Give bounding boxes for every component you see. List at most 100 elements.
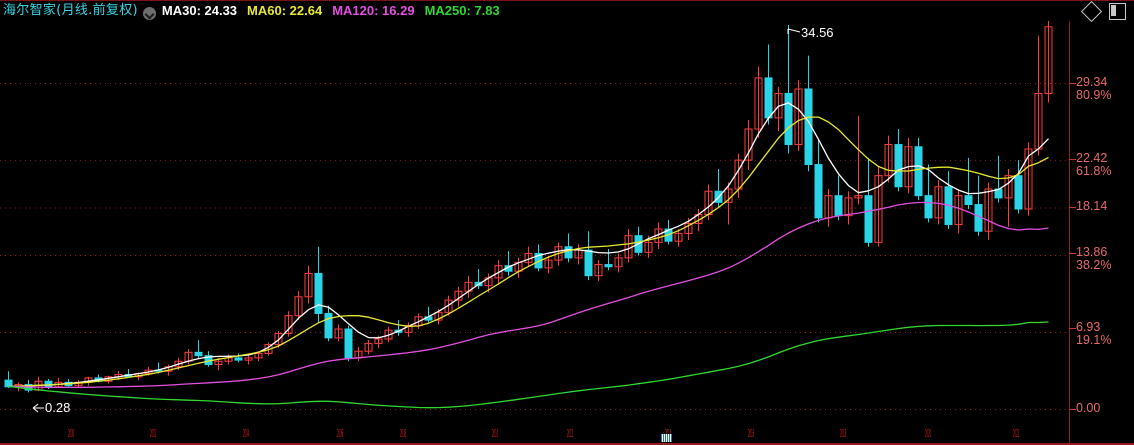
high-pointer [787, 28, 801, 34]
price-axis-label: 18.14 [1076, 200, 1107, 213]
ma30-legend[interactable]: MA30: 24.33 [161, 3, 238, 18]
ma250-legend[interactable]: MA250: 7.83 [424, 3, 500, 18]
low-pointer [32, 403, 44, 413]
price-axis-label: 13.86 38.2% [1076, 246, 1111, 272]
candle-body [234, 357, 243, 361]
time-axis-selected-marker [661, 434, 672, 442]
candle-body [644, 241, 653, 253]
time-axis-label: 2004 [243, 427, 250, 440]
price-value: 18.14 [1076, 199, 1108, 213]
ma-line-ma30 [8, 102, 1049, 388]
price-axis-tick [1069, 83, 1076, 84]
candle-body [434, 311, 443, 321]
candle-body [174, 360, 183, 368]
price-axis-label: 0.00 [1076, 402, 1100, 415]
price-axis-tick [1069, 253, 1076, 254]
candle-body [444, 299, 453, 313]
candle-body [564, 246, 573, 259]
candle-body [834, 195, 843, 217]
ma120-legend[interactable]: MA120: 16.29 [332, 3, 415, 18]
candle-body [294, 296, 303, 317]
candle-body [984, 188, 993, 232]
time-axis-label: 2000 [68, 427, 75, 440]
diamond-icon[interactable] [1080, 0, 1103, 23]
candle-body [334, 328, 343, 339]
candle-body [934, 186, 943, 219]
ma-line-ma120 [8, 201, 1049, 389]
candle-body [44, 380, 53, 388]
candle-body [344, 328, 353, 359]
price-value: 13.86 [1076, 245, 1108, 259]
candle-body [614, 257, 623, 268]
price-axis-tick [1069, 207, 1076, 208]
price-percent-label: 61.8% [1076, 164, 1112, 178]
ma60-legend[interactable]: MA60: 22.64 [247, 3, 323, 18]
price-axis-label: 6.93 19.1% [1076, 321, 1111, 347]
candle-body [1024, 148, 1033, 210]
candle-body [384, 329, 393, 340]
time-axis-label: 2022 [1013, 427, 1020, 440]
price-axis-label: 29.34 80.9% [1076, 76, 1111, 102]
high-price-annotation: 34.56 [801, 25, 834, 40]
candle-body [314, 272, 323, 314]
price-percent-label: 38.2% [1076, 258, 1112, 272]
candle-body [554, 246, 563, 261]
candle-body [884, 144, 893, 177]
candle-body [814, 164, 823, 219]
price-value: 29.34 [1076, 75, 1108, 89]
low-price-annotation: 0.28 [45, 400, 71, 415]
candle-body [364, 342, 373, 352]
candle-body [754, 77, 763, 130]
candle-body [1014, 175, 1023, 210]
candle-body [764, 77, 773, 119]
time-axis-label: 2016 [748, 427, 755, 440]
candlestick-plot-area[interactable]: 34.56 0.28 [0, 21, 1069, 425]
chart-header: 海尔智家(月线.前复权) MA30: 24.33 MA60: 22.64 MA1… [0, 0, 1134, 23]
candle-body [374, 338, 383, 344]
candle-body [194, 351, 203, 357]
candle-body [324, 312, 333, 339]
time-axis-label: 2018 [840, 427, 847, 440]
time-axis-label: 2002 [150, 427, 157, 440]
price-axis-tick [1069, 409, 1076, 410]
candle-body [244, 357, 253, 361]
candle-body [854, 195, 863, 199]
candle-body [544, 259, 553, 269]
time-axis-label: 2020 [925, 427, 932, 440]
candle-body [844, 197, 853, 217]
candle-body [1004, 175, 1013, 199]
time-axis[interactable]: 2000 2002 2004 2006 2008 2010 2012 2014 2016 2018… [0, 425, 1134, 445]
price-value: 22.42 [1076, 151, 1108, 165]
candle-body [254, 352, 263, 359]
ma-line-ma250 [8, 321, 1049, 409]
price-value: 0.00 [1076, 401, 1101, 415]
price-axis-tick [1069, 328, 1076, 329]
time-axis-label: 2010 [492, 427, 499, 440]
price-axis-label: 22.42 61.8% [1076, 152, 1111, 178]
candle-body [864, 195, 873, 243]
candle-body [494, 265, 503, 279]
panel-toggle-icon[interactable] [1109, 3, 1126, 20]
candle-body [534, 252, 543, 269]
ma-line-ma60 [8, 116, 1049, 388]
chart-canvas [0, 21, 1069, 413]
candle-body [744, 128, 753, 161]
symbol-title[interactable]: 海尔智家(月线.前复权) [3, 3, 138, 18]
price-value: 6.93 [1076, 320, 1101, 334]
candle-body [594, 264, 603, 277]
candle-body [674, 232, 683, 242]
candle-body [924, 195, 933, 219]
price-axis-tick [1069, 159, 1076, 160]
candle-body [964, 195, 973, 206]
price-axis[interactable]: 29.34 80.9% 22.42 61.8% 18.14 13.86 38.2% 6.93 1… [1069, 21, 1134, 445]
candle-body [784, 92, 793, 146]
price-percent-label: 19.1% [1076, 333, 1112, 347]
time-axis-label: 2012 [567, 427, 574, 440]
time-axis-label: 2014 [665, 427, 671, 440]
chevron-down-circle-icon[interactable] [142, 6, 156, 20]
candle-body [604, 264, 613, 268]
price-percent-label: 80.9% [1076, 88, 1112, 102]
candle-body [584, 249, 593, 277]
candle-body [894, 144, 903, 188]
